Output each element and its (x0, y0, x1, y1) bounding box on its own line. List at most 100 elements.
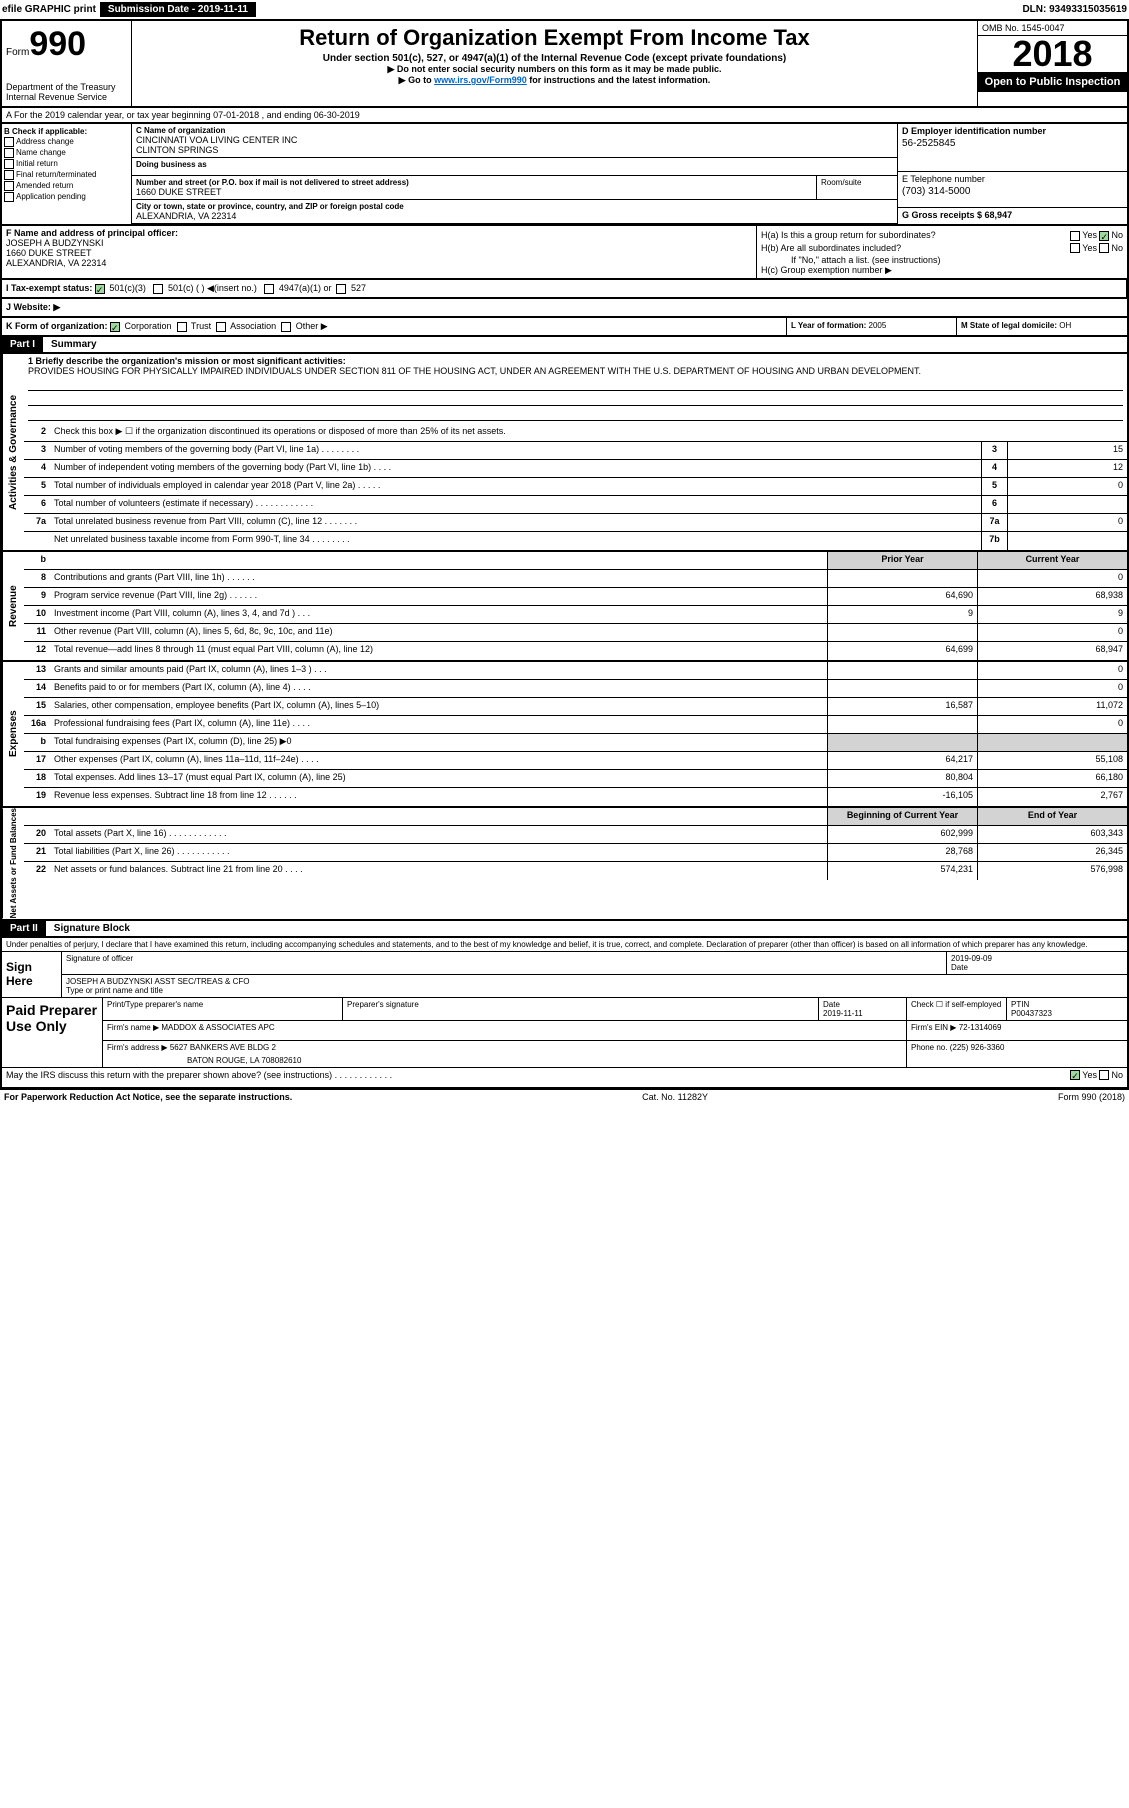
table-row: b Total fundraising expenses (Part IX, c… (24, 734, 1127, 752)
firm-phone-cell: Phone no. (225) 926-3360 (907, 1041, 1127, 1067)
line-no: 18 (24, 770, 50, 787)
current-year-val: 68,938 (977, 588, 1127, 605)
efile-label[interactable]: efile GRAPHIC print (2, 4, 96, 15)
checkbox-icon[interactable] (1099, 243, 1109, 253)
org-name-label: C Name of organization (136, 126, 893, 135)
line-no: 5 (24, 478, 50, 495)
officer-name-label: Type or print name and title (66, 986, 1123, 995)
firm-addr-cell: Firm's address ▶ 5627 BANKERS AVE BLDG 2… (103, 1041, 907, 1067)
table-row: 5 Total number of individuals employed i… (24, 478, 1127, 496)
checkbox-icon[interactable] (216, 322, 226, 332)
prior-year-val: 64,217 (827, 752, 977, 769)
line-no: 4 (24, 460, 50, 477)
firm-name-line: Firm's name ▶ MADDOX & ASSOCIATES APC Fi… (103, 1021, 1127, 1041)
col-b-checkboxes: B Check if applicable: Address change Na… (2, 124, 132, 224)
table-row: 17 Other expenses (Part IX, column (A), … (24, 752, 1127, 770)
officer-addr1: 1660 DUKE STREET (6, 248, 752, 258)
checkbox-icon[interactable] (336, 284, 346, 294)
checkbox-checked-icon[interactable]: ✓ (95, 284, 105, 294)
current-year-val: 9 (977, 606, 1127, 623)
prior-year-val: -16,105 (827, 788, 977, 806)
check-initial-return[interactable]: Initial return (4, 159, 129, 169)
checkbox-icon (4, 148, 14, 158)
irs-link[interactable]: www.irs.gov/Form990 (434, 75, 527, 85)
checkbox-icon (4, 137, 14, 147)
header-left: Form990 Department of the Treasury Inter… (2, 21, 132, 106)
part1-badge: Part I (2, 337, 43, 352)
checkbox-icon[interactable] (1070, 231, 1080, 241)
page-footer: For Paperwork Reduction Act Notice, see … (0, 1089, 1129, 1104)
prior-year-val (827, 716, 977, 733)
prior-year-hdr: Prior Year (827, 552, 977, 569)
prior-year-val: 16,587 (827, 698, 977, 715)
current-year-val: 0 (977, 716, 1127, 733)
top-bar: efile GRAPHIC print Submission Date - 20… (0, 0, 1129, 21)
ein-value: 56-2525845 (902, 138, 1123, 149)
check-amended[interactable]: Amended return (4, 181, 129, 191)
table-row: Net unrelated business taxable income fr… (24, 532, 1127, 550)
subtitle-2: ▶ Do not enter social security numbers o… (136, 64, 973, 75)
current-year-val: 0 (977, 624, 1127, 641)
line-no: 9 (24, 588, 50, 605)
begin-year-hdr: Beginning of Current Year (827, 808, 977, 825)
self-employed-cell: Check ☐ if self-employed (907, 998, 1007, 1020)
sign-right: Signature of officer 2019-09-09 Date JOS… (62, 952, 1127, 997)
col-d: D Employer identification number 56-2525… (897, 124, 1127, 224)
part2-header: Part II Signature Block (0, 921, 1129, 938)
checkbox-checked-icon[interactable]: ✓ (1070, 1070, 1080, 1080)
checkbox-icon[interactable] (1070, 243, 1080, 253)
table-row: 11 Other revenue (Part VIII, column (A),… (24, 624, 1127, 642)
check-app-pending[interactable]: Application pending (4, 192, 129, 202)
prior-year-val (827, 570, 977, 587)
officer-name: JOSEPH A BUDZYNSKI (6, 238, 752, 248)
prior-year-val (827, 624, 977, 641)
line-no: 14 (24, 680, 50, 697)
header-mid: Return of Organization Exempt From Incom… (132, 21, 977, 106)
gov-body: 1 Briefly describe the organization's mi… (24, 354, 1127, 550)
checkbox-icon[interactable] (281, 322, 291, 332)
table-row: 3 Number of voting members of the govern… (24, 442, 1127, 460)
check-final-return[interactable]: Final return/terminated (4, 170, 129, 180)
h-b-note: If "No," attach a list. (see instruction… (761, 255, 1123, 265)
submission-box: Submission Date - 2019-11-11 (100, 2, 256, 17)
prior-year-val: 64,699 (827, 642, 977, 660)
checkbox-checked-icon[interactable]: ✓ (1099, 231, 1109, 241)
line-no: 22 (24, 862, 50, 880)
year-formation: L Year of formation: 2005 (787, 318, 957, 335)
part1-title: Summary (43, 337, 105, 352)
checkbox-icon[interactable] (264, 284, 274, 294)
street-cell: Number and street (or P.O. box if mail i… (132, 176, 817, 200)
line-no: 10 (24, 606, 50, 623)
form-label: Form (6, 47, 29, 58)
line-box: 7a (981, 514, 1007, 531)
table-row: 10 Investment income (Part VIII, column … (24, 606, 1127, 624)
line-desc: Check this box ▶ ☐ if the organization d… (50, 424, 1127, 441)
current-year-val: 68,947 (977, 642, 1127, 660)
org-name-cell: C Name of organization CINCINNATI VOA LI… (132, 124, 897, 158)
line-no: 21 (24, 844, 50, 861)
room-cell: Room/suite (817, 176, 897, 200)
pycy-header-row: b Prior Year Current Year (24, 552, 1127, 570)
checkbox-checked-icon[interactable]: ✓ (110, 322, 120, 332)
firm-ein-cell: Firm's EIN ▶ 72-1314069 (907, 1021, 1127, 1040)
officer-label: F Name and address of principal officer: (6, 228, 752, 238)
line-val (1007, 496, 1127, 513)
officer-name-title: JOSEPH A BUDZYNSKI ASST SEC/TREAS & CFO … (62, 975, 1127, 997)
firm-name-cell: Firm's name ▶ MADDOX & ASSOCIATES APC (103, 1021, 907, 1040)
department: Department of the Treasury Internal Reve… (6, 82, 127, 102)
table-row: 20 Total assets (Part X, line 16) . . . … (24, 826, 1127, 844)
check-name-change[interactable]: Name change (4, 148, 129, 158)
state-domicile: M State of legal domicile: OH (957, 318, 1127, 335)
website-row: J Website: ▶ (0, 299, 1129, 318)
subtitle-3: ▶ Go to www.irs.gov/Form990 for instruct… (136, 75, 973, 86)
ein-cell: D Employer identification number 56-2525… (898, 124, 1127, 172)
checkbox-icon[interactable] (1099, 1070, 1109, 1080)
check-address-change[interactable]: Address change (4, 137, 129, 147)
line-desc: Professional fundraising fees (Part IX, … (50, 716, 827, 733)
form-title: Return of Organization Exempt From Incom… (136, 25, 973, 51)
line-no: 16a (24, 716, 50, 733)
checkbox-icon[interactable] (177, 322, 187, 332)
checkbox-icon[interactable] (153, 284, 163, 294)
current-year-val: 0 (977, 570, 1127, 587)
table-row: 16a Professional fundraising fees (Part … (24, 716, 1127, 734)
